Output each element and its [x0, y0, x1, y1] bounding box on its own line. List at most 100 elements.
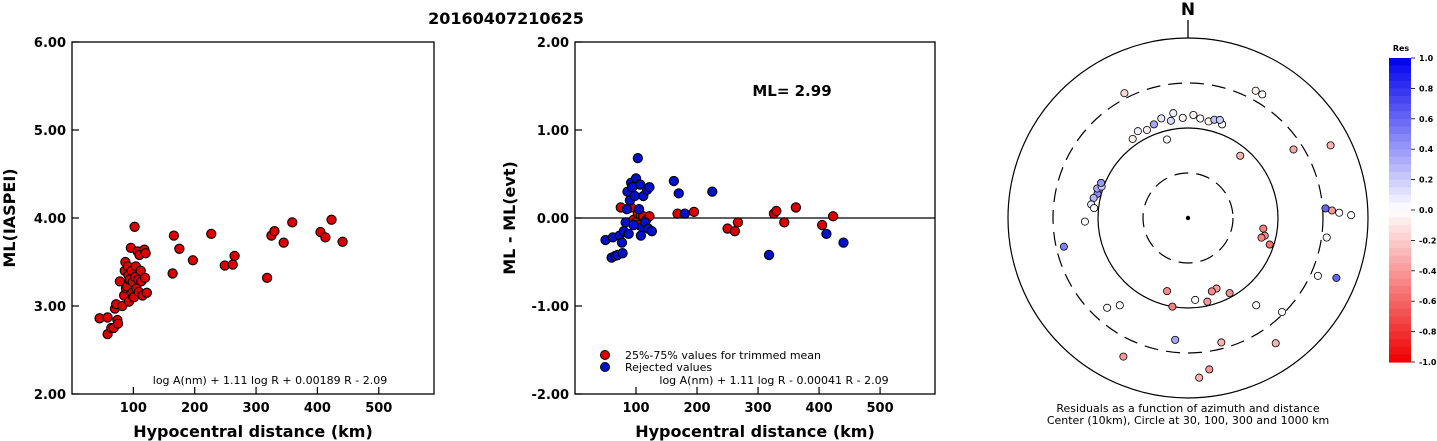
ring-100km [1097, 127, 1279, 309]
colorbar-cell [1389, 210, 1411, 219]
residual-data-point [644, 182, 655, 193]
residual-data-point [621, 204, 633, 215]
ml-x-axis-label: Hypocentral distance (km) [133, 422, 373, 441]
colorbar-cell [1389, 331, 1411, 340]
legend: 25%-75% values for trimmed mean Rejected… [600, 349, 821, 374]
residual-data-point [635, 179, 646, 190]
colorbar-cell [1389, 126, 1411, 135]
legend-marker-trimmed [600, 350, 610, 360]
station-marker [1189, 110, 1198, 119]
residual-x-tick-label: 400 [805, 401, 832, 416]
residual-data-point [617, 248, 628, 259]
colorbar-cell [1389, 324, 1411, 333]
colorbar-cell [1389, 354, 1411, 363]
station-marker [1163, 287, 1172, 296]
station-marker [1115, 301, 1124, 310]
residual-y-tick-label: 1.00 [537, 124, 569, 139]
station-marker [1162, 135, 1171, 144]
ml-data-point [287, 217, 298, 228]
station-marker [1203, 297, 1212, 306]
residual-data-point [646, 226, 658, 237]
colorbar-cell [1389, 248, 1411, 257]
station-marker [1217, 338, 1226, 347]
colorbar-cell [1389, 88, 1411, 97]
residual-formula: log A(nm) + 1.11 log R - 0.00041 R - 2.0… [659, 374, 888, 387]
colorbar-cell [1389, 232, 1411, 241]
residual-x-axis-label: Hypocentral distance (km) [635, 422, 875, 441]
ml-data-point [320, 232, 331, 243]
residual-x-tick-label: 500 [867, 401, 894, 416]
colorbar-cell [1389, 301, 1411, 310]
station-marker [1142, 125, 1151, 134]
station-marker [1322, 233, 1331, 242]
colorbar-cell [1389, 346, 1411, 355]
station-marker [1195, 373, 1204, 382]
ml-data-point [269, 226, 280, 237]
station-marker [1097, 178, 1106, 187]
station-marker [1258, 90, 1267, 99]
ml-data-point [112, 318, 124, 329]
ml-x-tick-label: 100 [120, 401, 147, 416]
residual-y-tick-label: -1.00 [532, 300, 569, 315]
station-marker [1103, 303, 1112, 312]
residual-data-point [779, 217, 790, 228]
ml-data-point [227, 259, 238, 270]
north-label: N [1181, 0, 1195, 20]
ml-data-point [206, 228, 217, 239]
residual-data-point [673, 188, 684, 199]
station-marker [1207, 287, 1216, 296]
station-marker [1347, 211, 1356, 220]
ml-data-point [229, 250, 240, 261]
station-marker [1332, 273, 1341, 282]
ml-data-point [326, 214, 337, 225]
station-marker [1313, 271, 1322, 280]
station-marker [1271, 339, 1280, 348]
station-marker [1169, 109, 1178, 118]
colorbar-cell [1389, 80, 1411, 89]
residual-x-tick-label: 200 [683, 401, 710, 416]
residual-data-point [628, 219, 639, 231]
colorbar-cell [1389, 149, 1411, 158]
colorbar-cell [1389, 187, 1411, 196]
ml-value-annotation: ML= 2.99 [752, 82, 831, 100]
residual-data-point [623, 228, 634, 239]
ml-y-tick-label: 3.00 [34, 300, 66, 315]
ml-data-point [141, 287, 153, 298]
residual-x-tick-label: 100 [622, 401, 649, 416]
station-marker [1196, 114, 1205, 123]
ring-300km [1052, 82, 1324, 354]
ml-x-tick-label: 400 [304, 401, 331, 416]
residual-data-point [633, 204, 645, 215]
station-marker [1090, 204, 1099, 213]
residual-data-point [827, 211, 839, 222]
residual-x-tick-label: 300 [744, 401, 771, 416]
residual-data-point [632, 153, 643, 164]
residual-y-tick-label: 2.00 [537, 36, 569, 51]
colorbar: Res 1.0 0.8 0.6 0.4 0.2 0.0 -0.2 -0.4 -0.6 -0.8 -1… [1389, 44, 1437, 367]
ml-x-tick-label: 200 [181, 401, 208, 416]
colorbar-tick-label: 0.6 [1419, 115, 1434, 124]
station-marker [1171, 335, 1180, 344]
ml-y-tick-label: 4.00 [34, 212, 66, 227]
station-marker [1265, 240, 1274, 249]
ml-data-point [140, 248, 151, 259]
colorbar-tick-label: 0.4 [1419, 145, 1434, 154]
residual-data-point [688, 206, 700, 217]
colorbar-cell [1389, 202, 1411, 211]
station-marker [1259, 224, 1268, 233]
station-marker [1326, 141, 1335, 150]
colorbar-tick-label: -0.8 [1419, 328, 1437, 337]
colorbar-cell [1389, 278, 1411, 287]
colorbar-cell [1389, 179, 1411, 188]
residual-data-point [707, 186, 718, 197]
ml-plot-frame [71, 41, 435, 395]
colorbar-tick-label: -1.0 [1419, 358, 1437, 367]
colorbar-tick-label: 0.8 [1419, 84, 1434, 93]
colorbar-cell [1389, 240, 1411, 249]
ml-y-axis-label: ML(IASPEI) [0, 168, 19, 267]
station-marker [1335, 208, 1344, 217]
epicenter-marker [1185, 215, 1191, 221]
station-marker [1133, 127, 1142, 136]
residual-data-point [629, 190, 640, 202]
